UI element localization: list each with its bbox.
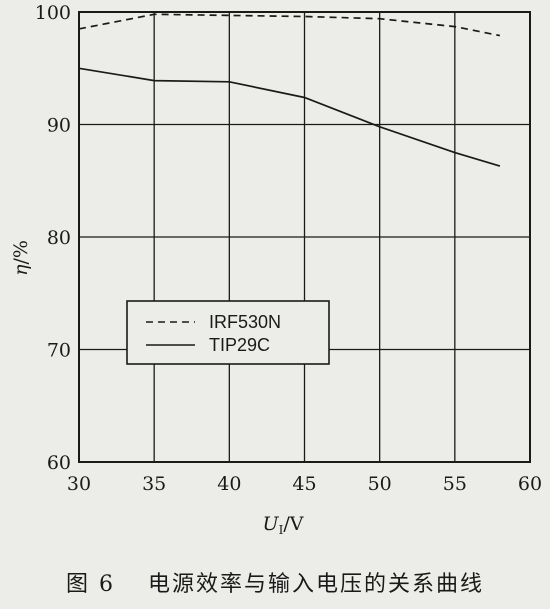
y-tick-label: 80 <box>47 227 71 249</box>
x-tick-label: 35 <box>142 473 166 495</box>
x-tick-label: 40 <box>217 473 241 495</box>
series-group <box>78 13 501 167</box>
y-axis-label: η/% <box>10 240 32 276</box>
plot-frame <box>78 11 531 463</box>
legend-label-tip29c: TIP29C <box>209 335 270 355</box>
x-tick-label: 45 <box>292 473 316 495</box>
series-line-irf530n <box>78 13 501 37</box>
x-axis-label: UI/V <box>263 513 304 537</box>
x-tick-label: 50 <box>368 473 392 495</box>
legend-box <box>126 300 330 365</box>
y-tick-label: 60 <box>47 452 71 474</box>
x-axis-ticks: 30 35 40 45 50 55 60 <box>67 473 542 495</box>
legend-label-irf530n: IRF530N <box>209 312 281 332</box>
y-tick-label: 90 <box>47 115 71 137</box>
y-tick-label: 100 <box>35 2 71 24</box>
x-tick-label: 60 <box>518 473 542 495</box>
x-tick-label: 30 <box>67 473 91 495</box>
y-axis-ticks: 60 70 80 90 100 <box>35 2 71 474</box>
legend: IRF530N TIP29C <box>126 300 330 365</box>
figure-caption: 图 6 电源效率与输入电压的关系曲线 <box>66 572 484 597</box>
series-line-tip29c <box>78 67 501 167</box>
y-tick-label: 70 <box>47 340 71 362</box>
x-tick-label: 55 <box>443 473 467 495</box>
